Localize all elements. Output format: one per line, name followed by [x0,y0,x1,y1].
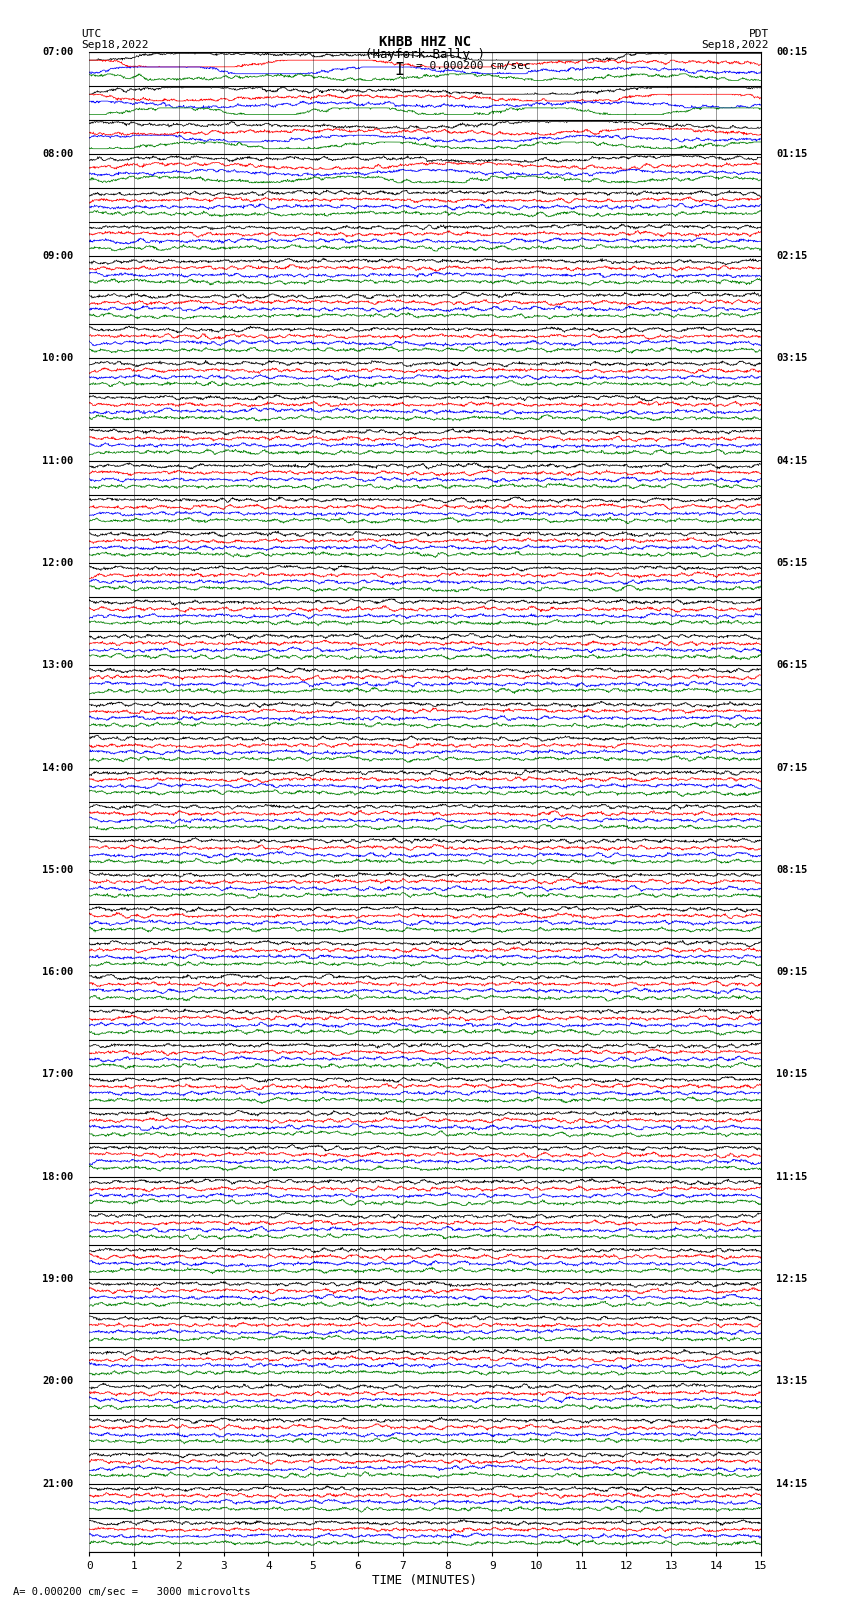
Text: 18:00: 18:00 [42,1171,74,1182]
Text: 08:15: 08:15 [776,865,808,874]
Text: 21:00: 21:00 [42,1479,74,1489]
Text: 20:00: 20:00 [42,1376,74,1386]
Text: 13:00: 13:00 [42,660,74,671]
Text: 11:15: 11:15 [776,1171,808,1182]
Text: 14:15: 14:15 [776,1479,808,1489]
Text: 10:15: 10:15 [776,1069,808,1079]
Text: 06:15: 06:15 [776,660,808,671]
Text: Sep18,2022: Sep18,2022 [81,40,148,50]
Text: 12:15: 12:15 [776,1274,808,1284]
Text: UTC: UTC [81,29,101,39]
Text: KHBB HHZ NC: KHBB HHZ NC [379,35,471,50]
Text: 09:00: 09:00 [42,252,74,261]
Text: 15:00: 15:00 [42,865,74,874]
Text: 00:15: 00:15 [776,47,808,56]
Text: 07:00: 07:00 [42,47,74,56]
Text: (Hayfork Bally ): (Hayfork Bally ) [365,48,485,61]
Text: 07:15: 07:15 [776,763,808,773]
X-axis label: TIME (MINUTES): TIME (MINUTES) [372,1574,478,1587]
Text: Sep18,2022: Sep18,2022 [702,40,769,50]
Text: 08:00: 08:00 [42,148,74,160]
Text: 02:15: 02:15 [776,252,808,261]
Text: 10:00: 10:00 [42,353,74,363]
Text: 17:00: 17:00 [42,1069,74,1079]
Text: 16:00: 16:00 [42,968,74,977]
Text: I: I [394,61,405,79]
Text: 13:15: 13:15 [776,1376,808,1386]
Text: 09:15: 09:15 [776,968,808,977]
Text: PDT: PDT [749,29,769,39]
Text: = 0.000200 cm/sec: = 0.000200 cm/sec [416,61,531,71]
Text: A= 0.000200 cm/sec =   3000 microvolts: A= 0.000200 cm/sec = 3000 microvolts [13,1587,250,1597]
Text: 12:00: 12:00 [42,558,74,568]
Text: 14:00: 14:00 [42,763,74,773]
Text: 11:00: 11:00 [42,456,74,466]
Text: 04:15: 04:15 [776,456,808,466]
Text: 19:00: 19:00 [42,1274,74,1284]
Text: 05:15: 05:15 [776,558,808,568]
Text: 01:15: 01:15 [776,148,808,160]
Text: 03:15: 03:15 [776,353,808,363]
